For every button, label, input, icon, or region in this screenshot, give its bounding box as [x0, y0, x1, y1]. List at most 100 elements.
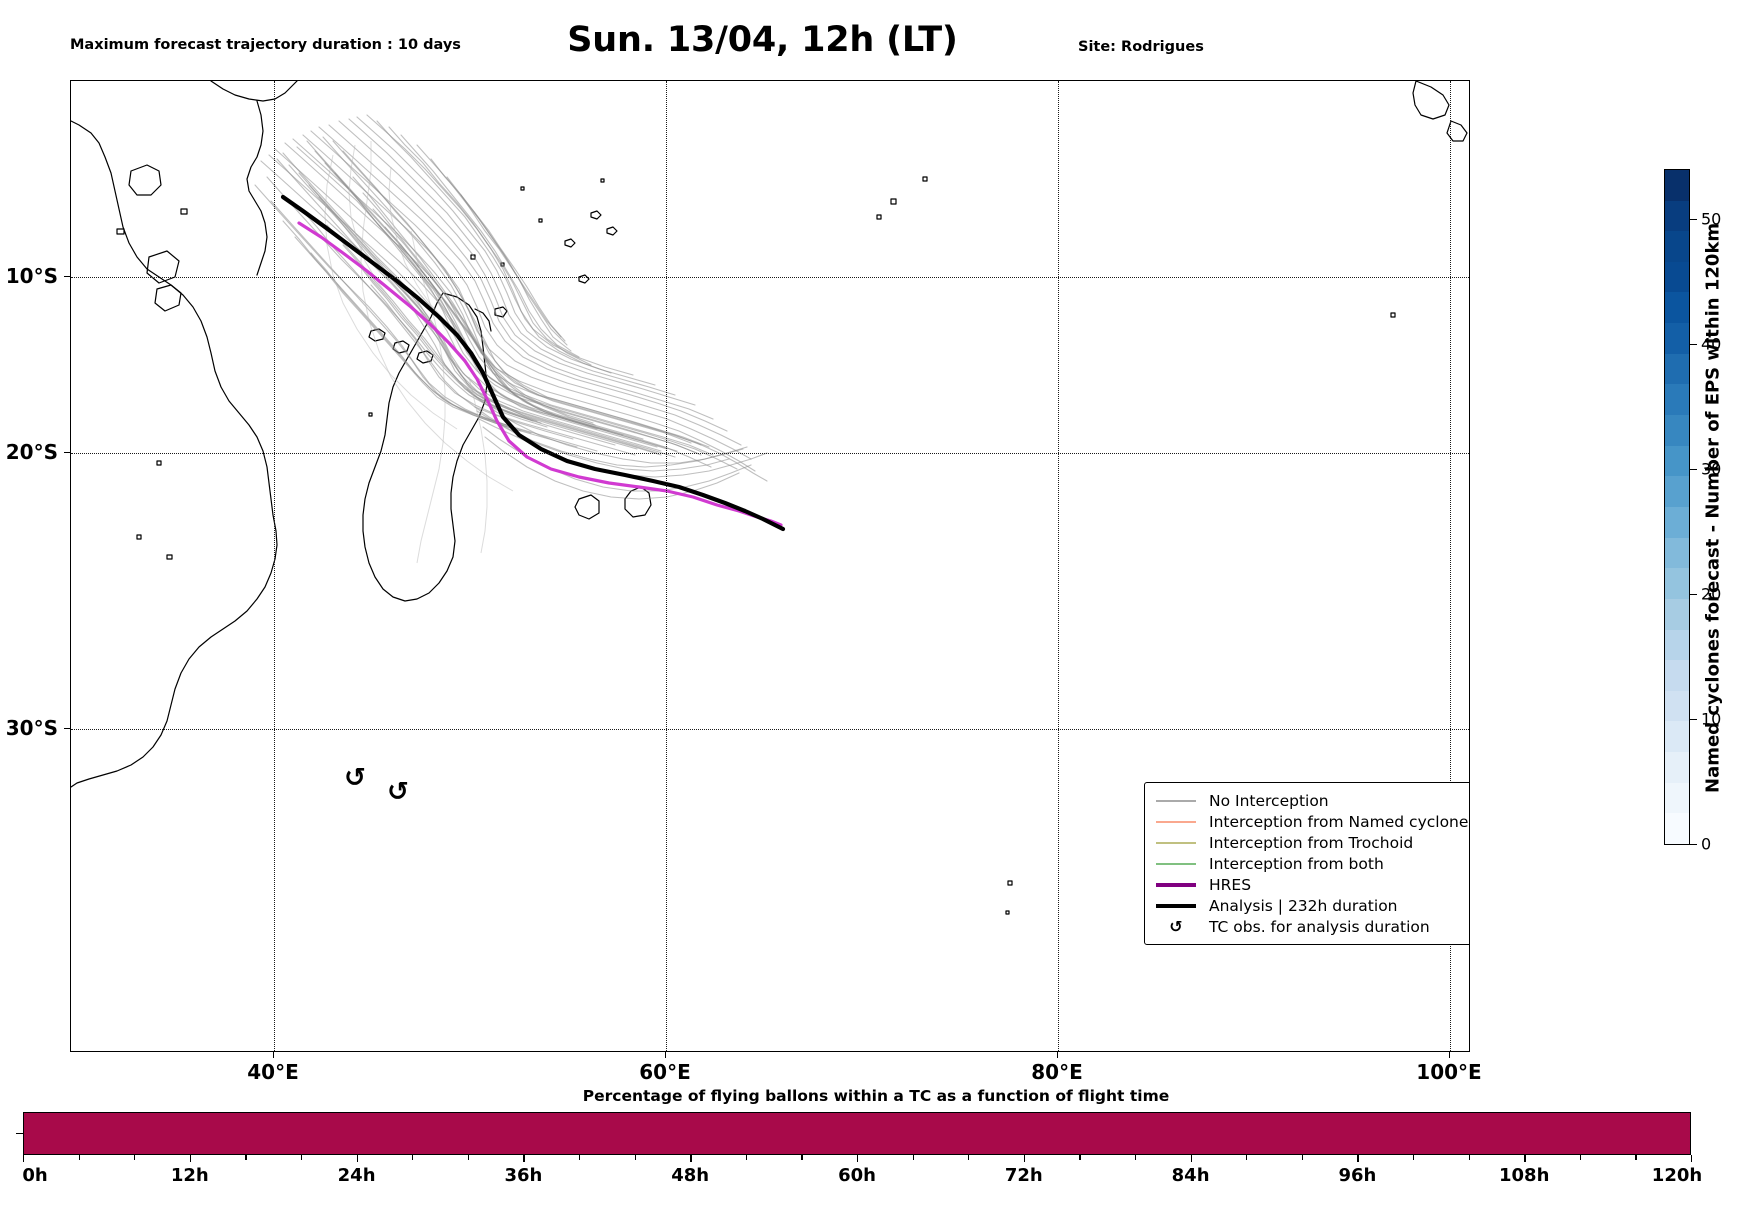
bottom-tick-68h [968, 1155, 970, 1160]
gridline-lat-30s [71, 729, 1469, 731]
legend-line-swatch [1154, 836, 1198, 850]
colorbar-tick-0 [1690, 844, 1697, 846]
bottom-panel-fill [24, 1113, 1690, 1154]
bottom-tick-72h [1023, 1155, 1026, 1162]
bottom-tick-40h [579, 1155, 581, 1160]
colorbar-band-11 [1665, 476, 1689, 507]
legend-item-trochoid[interactable]: Interception from Trochoid [1154, 832, 1464, 853]
gridline-lat-20s [71, 453, 1469, 455]
colorbar-band-21 [1665, 169, 1689, 201]
colorbar-tick-30 [1690, 469, 1697, 471]
colorbar-band-18 [1665, 261, 1689, 293]
colorbar-band-9 [1665, 537, 1689, 569]
colorbar-band-15 [1665, 353, 1689, 385]
bottom-tick-44h [634, 1155, 636, 1160]
bottom-tick-0h [23, 1155, 25, 1162]
cyclone-marker-icon: ↺ [1169, 916, 1183, 936]
gridline-lon-80 [1058, 81, 1060, 1051]
colorbar-tick-50 [1690, 219, 1697, 221]
ytick-label-10s: 10°S [5, 264, 58, 288]
colorbar-band-19 [1665, 231, 1689, 262]
bottom-tick-4h [78, 1155, 80, 1160]
colorbar-band-13 [1665, 415, 1689, 446]
bottom-tick-104h [1468, 1155, 1470, 1160]
bottom-tick-label-72h: 72h [1004, 1165, 1043, 1186]
legend-line-swatch [1154, 815, 1198, 829]
bottom-tick-84h [1190, 1155, 1192, 1162]
hres-track [297, 221, 783, 527]
colorbar-ticklabel-0: 0 [1701, 834, 1712, 854]
legend-label: Interception from both [1209, 854, 1384, 873]
bottom-tick-76h [1079, 1155, 1081, 1160]
legend-item-hres[interactable]: HRES [1154, 874, 1464, 895]
bottom-tick-label-84h: 84h [1171, 1165, 1210, 1186]
colorbar-band-14 [1665, 384, 1689, 416]
page-title: Sun. 13/04, 12h (LT) [567, 20, 958, 60]
bottom-panel-ytick [16, 1133, 23, 1135]
legend-item-named-cyclone[interactable]: Interception from Named cyclone [1154, 811, 1468, 832]
xtick-label-40e: 40°E [247, 1060, 299, 1084]
xtick-label-100e: 100°E [1416, 1060, 1482, 1084]
map-graphic: ↺ ↺ [71, 81, 1468, 915]
map-legend[interactable]: No Interception Interception from Named … [1144, 782, 1469, 945]
colorbar-gradient [1664, 169, 1690, 845]
legend-label: Analysis | 232h duration [1209, 896, 1398, 915]
colorbar-ticklabel-20: 20 [1701, 584, 1722, 604]
ytick-mark-10s [64, 276, 70, 278]
bottom-tick-8h [134, 1155, 136, 1160]
bottom-tick-80h [1135, 1155, 1137, 1160]
gridline-lon-100 [1450, 81, 1452, 1051]
colorbar-tick-10 [1690, 719, 1697, 721]
colorbar-tick-40 [1690, 344, 1697, 346]
colorbar[interactable]: 0 10 20 30 40 50 [1664, 169, 1721, 854]
legend-item-tc-obs[interactable]: ↺ TC obs. for analysis duration [1154, 916, 1464, 937]
bottom-tick-96h [1357, 1155, 1359, 1162]
bottom-tick-20h [301, 1155, 303, 1160]
header-site: Site: Rodrigues [1078, 38, 1204, 55]
colorbar-band-3 [1665, 721, 1689, 753]
xtick-label-80e: 80°E [1031, 1060, 1083, 1084]
bottom-tick-label-60h: 60h [838, 1165, 876, 1186]
legend-item-both[interactable]: Interception from both [1154, 853, 1464, 874]
bottom-tick-92h [1301, 1155, 1304, 1160]
xtick-mark-100e [1449, 1052, 1451, 1058]
bottom-tick-label-0h: 0h [22, 1165, 48, 1186]
ytick-mark-30s [64, 728, 70, 730]
legend-label: HRES [1209, 875, 1252, 894]
legend-label: Interception from Trochoid [1209, 833, 1414, 852]
colorbar-ticklabel-50: 50 [1701, 209, 1722, 229]
legend-line-swatch [1154, 857, 1198, 871]
gridline-lat-10s [71, 277, 1469, 279]
bottom-panel-axes[interactable] [23, 1112, 1691, 1155]
colorbar-band-17 [1665, 292, 1689, 324]
legend-label: Interception from Named cyclone [1209, 812, 1469, 831]
legend-label: No Interception [1209, 791, 1329, 810]
bottom-tick-52h [745, 1155, 748, 1160]
colorbar-ticklabel-40: 40 [1701, 334, 1722, 354]
legend-line-swatch [1154, 899, 1198, 913]
colorbar-band-10 [1665, 506, 1689, 538]
legend-item-analysis[interactable]: Analysis | 232h duration [1154, 895, 1464, 916]
bottom-tick-120h [1691, 1155, 1693, 1162]
ytick-label-20s: 20°S [5, 440, 58, 464]
bottom-panel-title: Percentage of flying ballons within a TC… [582, 1087, 1170, 1105]
legend-item-no-interception[interactable]: No Interception [1154, 790, 1464, 811]
colorbar-band-2 [1665, 752, 1689, 783]
colorbar-band-4 [1665, 690, 1689, 722]
bottom-tick-label-36h: 36h [504, 1165, 543, 1186]
ytick-mark-20s [64, 452, 70, 454]
colorbar-band-5 [1665, 660, 1689, 691]
colorbar-ticklabel-30: 30 [1701, 459, 1722, 479]
colorbar-band-8 [1665, 568, 1689, 599]
colorbar-band-0 [1665, 813, 1689, 844]
bottom-tick-100h [1413, 1155, 1415, 1160]
bottom-tick-16h [245, 1155, 247, 1160]
tc-observation-markers: ↺ ↺ [344, 763, 409, 807]
map-plot-area[interactable]: ↺ ↺ No Interception Interception from Na… [70, 80, 1470, 1052]
gridline-lon-40 [274, 81, 276, 1051]
bottom-tick-64h [912, 1155, 914, 1160]
bottom-tick-label-48h: 48h [671, 1165, 710, 1186]
xtick-mark-80e [1057, 1052, 1059, 1058]
legend-line-swatch [1154, 878, 1198, 892]
tc-obs-marker-1: ↺ [344, 763, 366, 793]
